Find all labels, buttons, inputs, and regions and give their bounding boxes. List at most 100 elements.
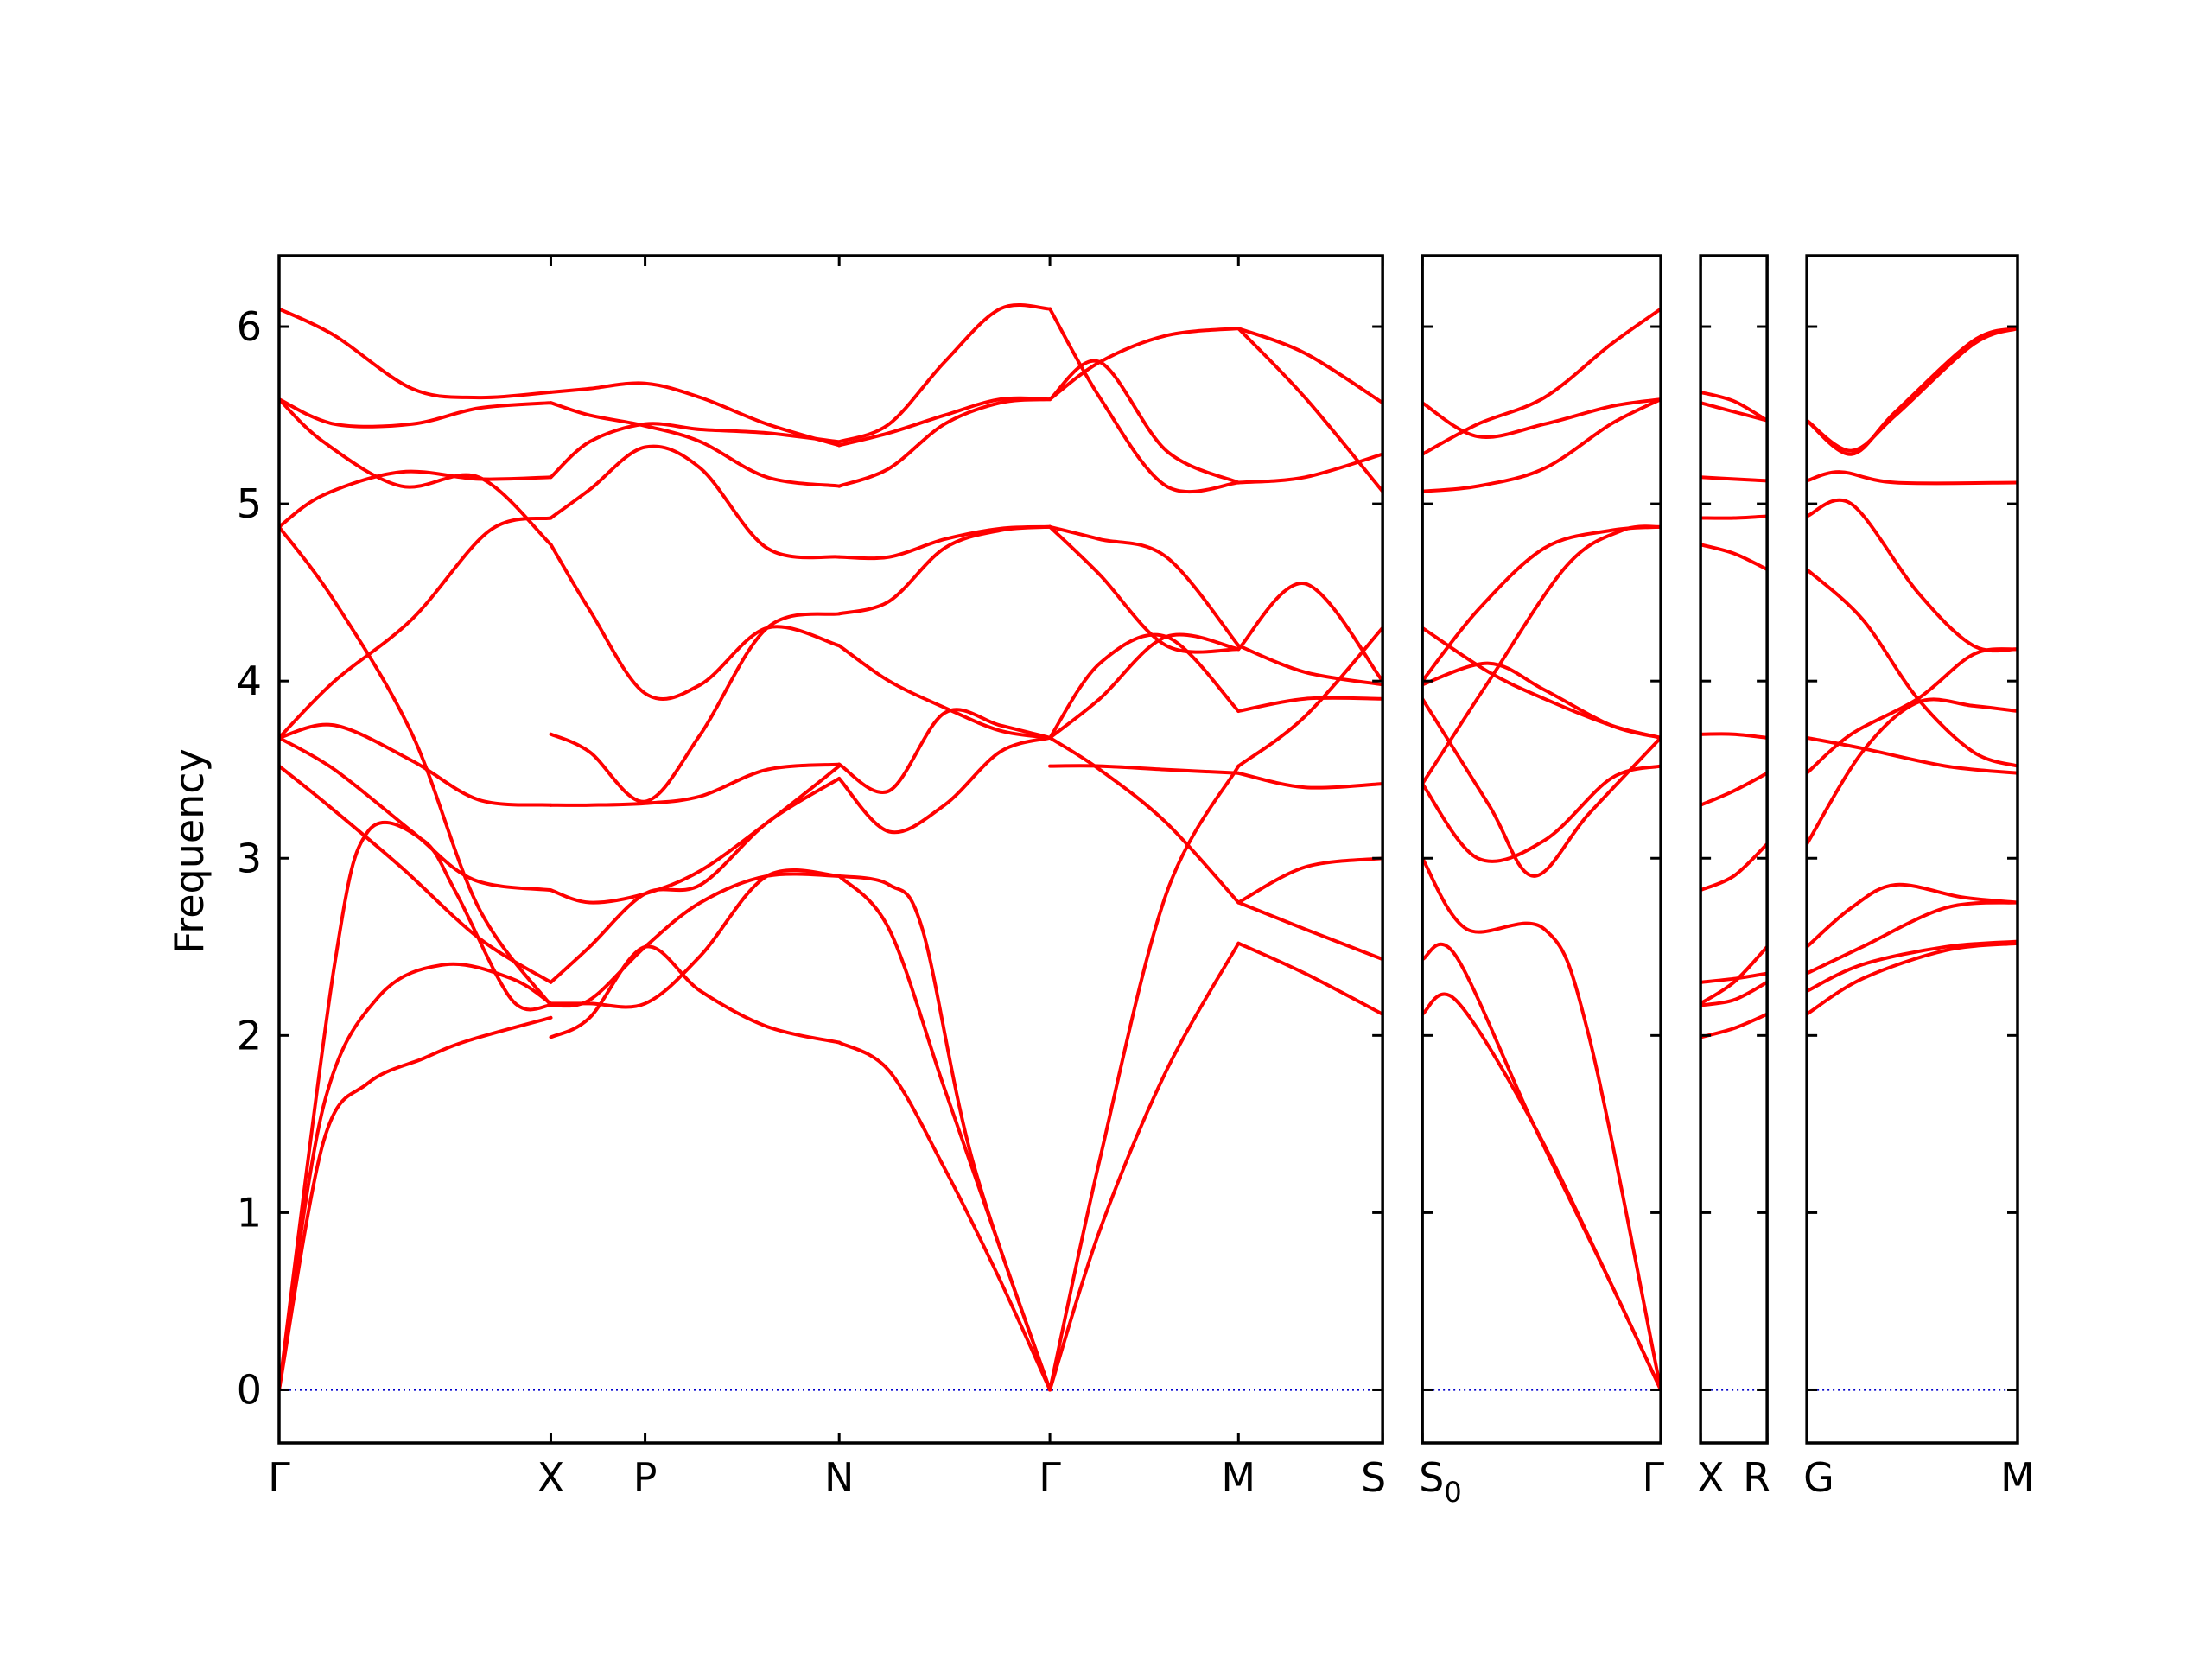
panel-1: 0 1 2 3 4 5 6 Γ X P N Γ M S	[237, 254, 1386, 1501]
y-tick-label: 1	[237, 1189, 262, 1236]
band-line-57	[1236, 327, 1383, 405]
x-tick-label: M	[1221, 1454, 1255, 1501]
band-line-7	[1422, 661, 1662, 740]
band-line-1	[1700, 1012, 1768, 1039]
band-line-50	[1236, 771, 1383, 790]
band-line-14	[549, 868, 842, 1009]
panel-frame	[1421, 254, 1662, 1445]
band-line-11	[1700, 401, 1768, 423]
band-line-30	[837, 644, 1052, 740]
x-tick-label: X	[537, 1454, 565, 1501]
band-line-5	[279, 735, 553, 893]
band-line-25	[837, 1040, 1052, 1392]
band-line-13	[549, 944, 842, 1045]
band-line-22	[549, 422, 842, 480]
band-line-29	[837, 708, 1052, 795]
band-line-8	[1807, 568, 2018, 768]
band-line-51	[1236, 626, 1383, 768]
band-group	[1807, 327, 2018, 1016]
band-line-46	[1048, 307, 1241, 494]
panel-frame	[1805, 254, 2019, 1445]
band-line-6	[1700, 771, 1768, 807]
band-line-4	[279, 764, 553, 984]
x-tick-label: P	[633, 1454, 658, 1501]
panel-frame	[277, 254, 1384, 1445]
band-line-44	[1048, 359, 1241, 485]
band-line-48	[1236, 900, 1383, 962]
band-group	[1422, 307, 1662, 1392]
band-line-15	[549, 872, 842, 1008]
band-line-41	[1048, 632, 1241, 740]
band-line-1	[1807, 941, 2018, 1016]
panel-frame	[1699, 254, 1769, 1445]
band-line-37	[1048, 764, 1241, 1392]
band-line-6	[279, 722, 553, 807]
x-tick-label: Γ	[268, 1454, 290, 1501]
band-line-5	[1807, 697, 2018, 846]
band-line-8	[1422, 524, 1662, 683]
band-line-10	[279, 397, 553, 547]
band-line-55	[1236, 452, 1383, 485]
band-line-10	[1700, 475, 1768, 483]
x-tick-label: S	[1361, 1454, 1386, 1501]
band-line-47	[1236, 941, 1383, 1016]
band-line-4	[1700, 971, 1768, 984]
band-line-10	[1807, 470, 2018, 486]
band-line-4	[1422, 764, 1662, 863]
band-line-36	[1048, 941, 1241, 1392]
band-line-11	[279, 397, 553, 429]
band-line-23	[549, 401, 842, 488]
band-line-3	[279, 820, 553, 1392]
y-tick-label: 2	[237, 1012, 262, 1058]
band-line-27	[837, 874, 1052, 1392]
band-line-54	[1236, 644, 1383, 687]
band-line-56	[1236, 327, 1383, 493]
band-line-11	[1422, 307, 1662, 456]
band-line-2	[1700, 980, 1768, 1007]
band-line-11	[1807, 327, 2018, 453]
band-line-45	[1048, 327, 1241, 402]
x-tick-label: X	[1697, 1454, 1725, 1501]
band-group	[1700, 390, 1768, 1039]
y-tick-label: 4	[237, 658, 262, 704]
band-line-9	[1700, 514, 1768, 520]
band-line-7	[1700, 732, 1768, 740]
band-line-49	[1236, 856, 1383, 905]
band-line-2	[279, 962, 553, 1392]
x-tick-label: R	[1743, 1454, 1770, 1501]
x-tick-label: M	[2000, 1454, 2035, 1501]
band-line-10	[1422, 397, 1662, 493]
band-line-53	[1236, 582, 1383, 683]
x-tick-label: Γ	[1039, 1454, 1061, 1501]
band-line-7	[279, 516, 553, 740]
band-line-20	[549, 543, 842, 702]
band-line-24	[549, 381, 842, 448]
band-line-4	[1807, 882, 2018, 949]
band-line-2	[1807, 939, 2018, 994]
band-line-3	[1422, 856, 1662, 1392]
y-axis-label: Frequency	[166, 748, 213, 954]
y-tick-label: 5	[237, 480, 262, 527]
band-line-7	[1807, 735, 2018, 775]
band-line-17	[549, 764, 842, 905]
band-line-2	[1422, 942, 1662, 1392]
band-line-12	[1700, 390, 1768, 423]
band-line-28	[837, 735, 1052, 835]
y-tick-label: 3	[237, 835, 262, 881]
x-tick-label: Γ	[1642, 1454, 1664, 1501]
band-line-3	[1807, 900, 2018, 976]
band-line-26	[837, 874, 1052, 1392]
band-line-1	[279, 1015, 553, 1392]
band-line-1	[1422, 992, 1662, 1392]
band-group	[279, 303, 1383, 1392]
band-line-19	[549, 612, 842, 804]
panel-2: S0 Γ	[1419, 254, 1664, 1509]
band-line-38	[1048, 764, 1241, 775]
band-line-6	[1807, 647, 2018, 775]
band-line-33	[837, 397, 1052, 488]
band-line-18	[549, 762, 842, 807]
band-line-34	[837, 396, 1052, 448]
